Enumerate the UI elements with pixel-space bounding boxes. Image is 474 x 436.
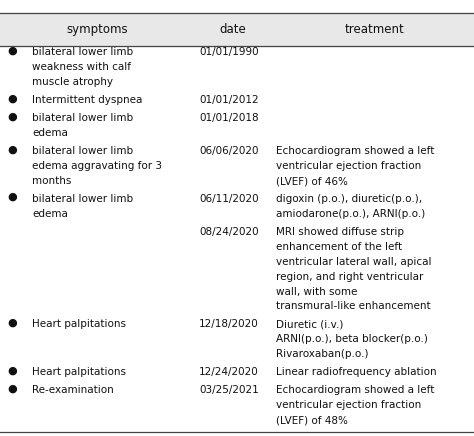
Text: bilateral lower limb: bilateral lower limb — [32, 48, 133, 58]
Text: 03/25/2021: 03/25/2021 — [199, 385, 259, 395]
Text: date: date — [219, 23, 246, 36]
Text: ●: ● — [7, 383, 17, 393]
Text: bilateral lower limb: bilateral lower limb — [32, 113, 133, 123]
Text: enhancement of the left: enhancement of the left — [276, 242, 402, 252]
Text: bilateral lower limb: bilateral lower limb — [32, 194, 133, 204]
Text: edema: edema — [32, 209, 68, 219]
Text: ARNI(p.o.), beta blocker(p.o.): ARNI(p.o.), beta blocker(p.o.) — [276, 334, 428, 344]
Text: (LVEF) of 48%: (LVEF) of 48% — [276, 415, 348, 425]
Text: 01/01/2018: 01/01/2018 — [199, 113, 259, 123]
Text: transmural-like enhancement: transmural-like enhancement — [276, 301, 430, 311]
Text: ●: ● — [7, 45, 17, 55]
Text: wall, with some: wall, with some — [276, 286, 357, 296]
Text: ●: ● — [7, 111, 17, 121]
Text: Rivaroxaban(p.o.): Rivaroxaban(p.o.) — [276, 349, 368, 359]
Text: symptoms: symptoms — [66, 23, 128, 36]
Text: 12/18/2020: 12/18/2020 — [199, 320, 259, 330]
Text: treatment: treatment — [345, 23, 404, 36]
Text: Echocardiogram showed a left: Echocardiogram showed a left — [276, 385, 434, 395]
Text: 12/24/2020: 12/24/2020 — [199, 367, 259, 377]
Text: ventricular ejection fraction: ventricular ejection fraction — [276, 161, 421, 171]
Text: 01/01/2012: 01/01/2012 — [199, 95, 259, 105]
Text: 01/01/1990: 01/01/1990 — [199, 48, 259, 58]
Text: ventricular ejection fraction: ventricular ejection fraction — [276, 400, 421, 410]
Text: ●: ● — [7, 317, 17, 327]
Text: Intermittent dyspnea: Intermittent dyspnea — [32, 95, 143, 105]
Text: (LVEF) of 46%: (LVEF) of 46% — [276, 176, 348, 186]
Bar — [0, 13, 474, 46]
Text: Echocardiogram showed a left: Echocardiogram showed a left — [276, 146, 434, 156]
Text: edema aggravating for 3: edema aggravating for 3 — [32, 161, 162, 171]
Text: Linear radiofrequency ablation: Linear radiofrequency ablation — [276, 367, 437, 377]
Text: 08/24/2020: 08/24/2020 — [199, 227, 259, 237]
Text: ●: ● — [7, 365, 17, 375]
Text: ●: ● — [7, 93, 17, 103]
Text: Re-examination: Re-examination — [32, 385, 114, 395]
Text: MRI showed diffuse strip: MRI showed diffuse strip — [276, 227, 404, 237]
Text: months: months — [32, 176, 72, 186]
Text: Diuretic (i.v.): Diuretic (i.v.) — [276, 320, 343, 330]
Text: muscle atrophy: muscle atrophy — [32, 77, 113, 87]
Text: digoxin (p.o.), diuretic(p.o.),: digoxin (p.o.), diuretic(p.o.), — [276, 194, 422, 204]
Text: region, and right ventricular: region, and right ventricular — [276, 272, 423, 282]
Text: edema: edema — [32, 128, 68, 138]
Text: bilateral lower limb: bilateral lower limb — [32, 146, 133, 156]
Text: ventricular lateral wall, apical: ventricular lateral wall, apical — [276, 257, 431, 267]
Text: amiodarone(p.o.), ARNI(p.o.): amiodarone(p.o.), ARNI(p.o.) — [276, 209, 425, 219]
Text: ●: ● — [7, 192, 17, 202]
Text: ●: ● — [7, 144, 17, 154]
Text: Heart palpitations: Heart palpitations — [32, 367, 126, 377]
Text: Heart palpitations: Heart palpitations — [32, 320, 126, 330]
Text: 06/06/2020: 06/06/2020 — [199, 146, 259, 156]
Text: 06/11/2020: 06/11/2020 — [199, 194, 259, 204]
Text: weakness with calf: weakness with calf — [32, 62, 131, 72]
